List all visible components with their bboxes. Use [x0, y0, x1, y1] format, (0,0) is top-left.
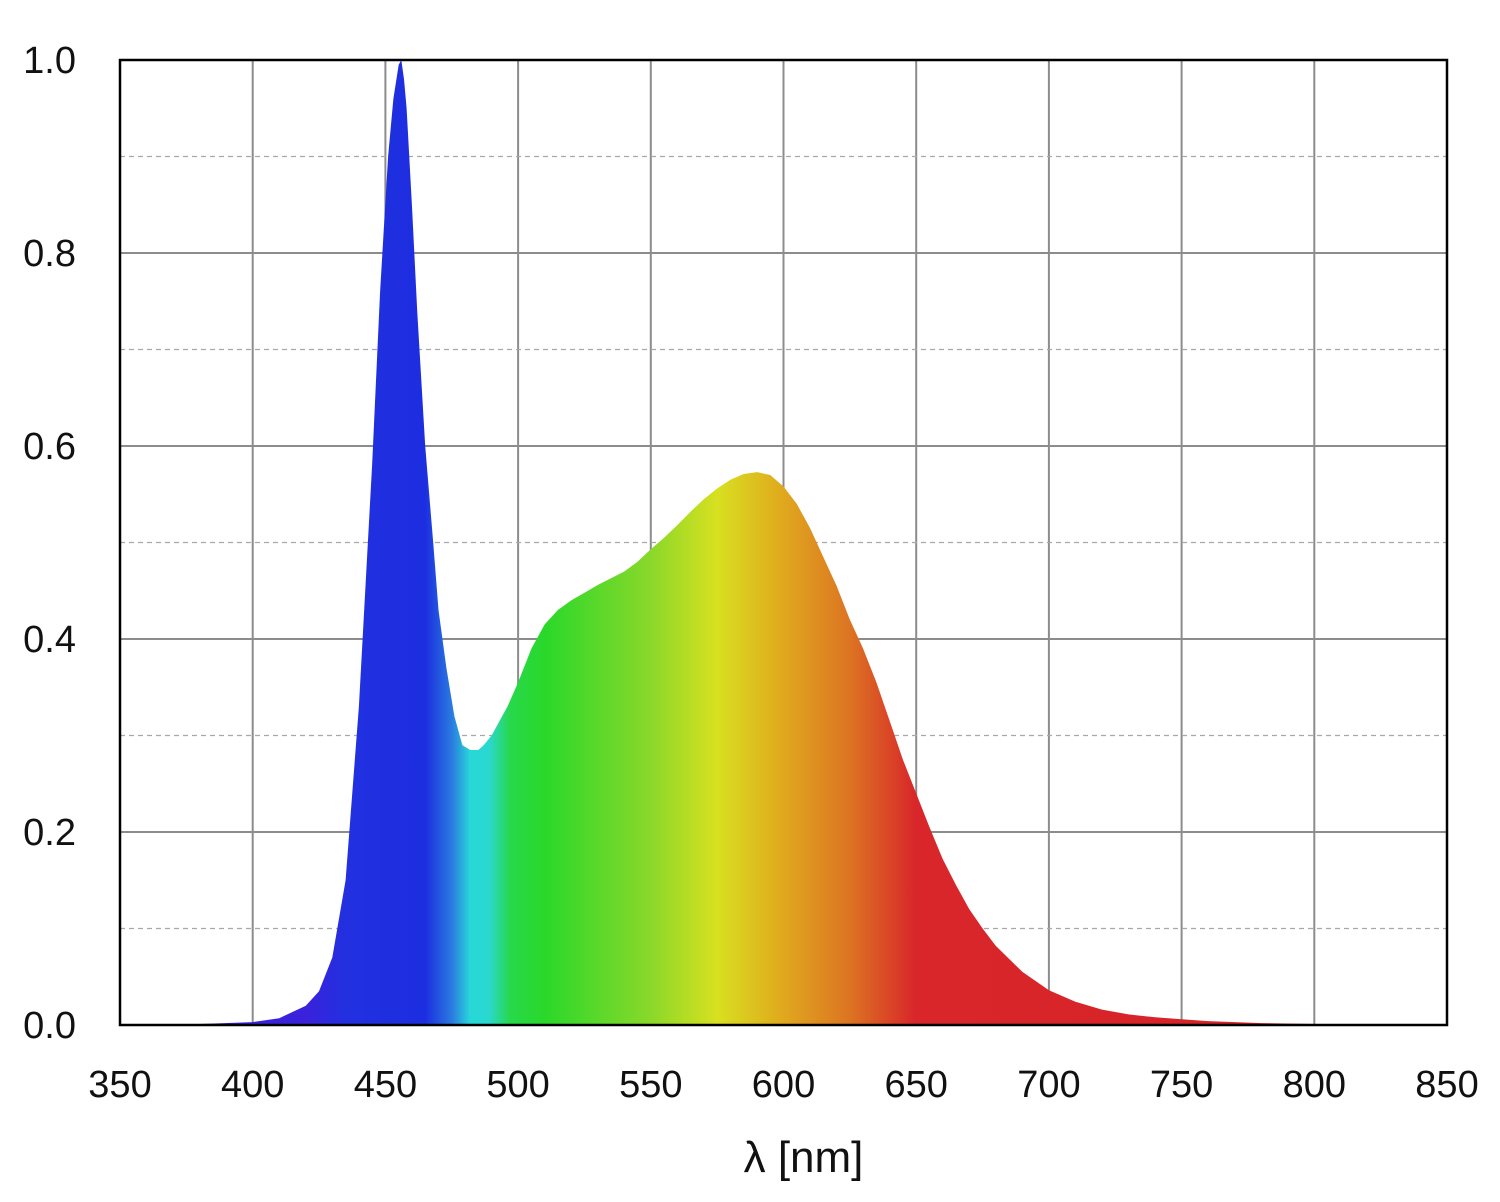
- x-tick-label: 350: [88, 1064, 151, 1106]
- plot-frame: [118, 58, 1449, 1027]
- x-tick-label: 800: [1283, 1064, 1346, 1106]
- x-tick-label: 650: [884, 1064, 947, 1106]
- x-tick-label: 450: [354, 1064, 417, 1106]
- x-axis-label: λ [nm]: [744, 1133, 864, 1182]
- x-tick-label: 500: [486, 1064, 549, 1106]
- x-tick-label: 600: [752, 1064, 815, 1106]
- spectrum-area: [146, 60, 1394, 1025]
- y-tick-label: 0.4: [23, 619, 76, 661]
- x-tick-label: 850: [1415, 1064, 1478, 1106]
- y-tick-label: 0.0: [23, 1005, 76, 1047]
- x-tick-label: 400: [221, 1064, 284, 1106]
- y-tick-label: 0.6: [23, 426, 76, 468]
- y-tick-label: 1.0: [23, 40, 76, 82]
- x-tick-labels: 350 400 450 500 550 600 650 700 750 800 850: [88, 1064, 1478, 1106]
- y-tick-label: 0.2: [23, 812, 76, 854]
- x-tick-label: 550: [619, 1064, 682, 1106]
- y-tick-labels: 0.0 0.2 0.4 0.6 0.8 1.0: [23, 40, 76, 1047]
- y-tick-label: 0.8: [23, 233, 76, 275]
- x-tick-label: 700: [1017, 1064, 1080, 1106]
- x-tick-label: 750: [1150, 1064, 1213, 1106]
